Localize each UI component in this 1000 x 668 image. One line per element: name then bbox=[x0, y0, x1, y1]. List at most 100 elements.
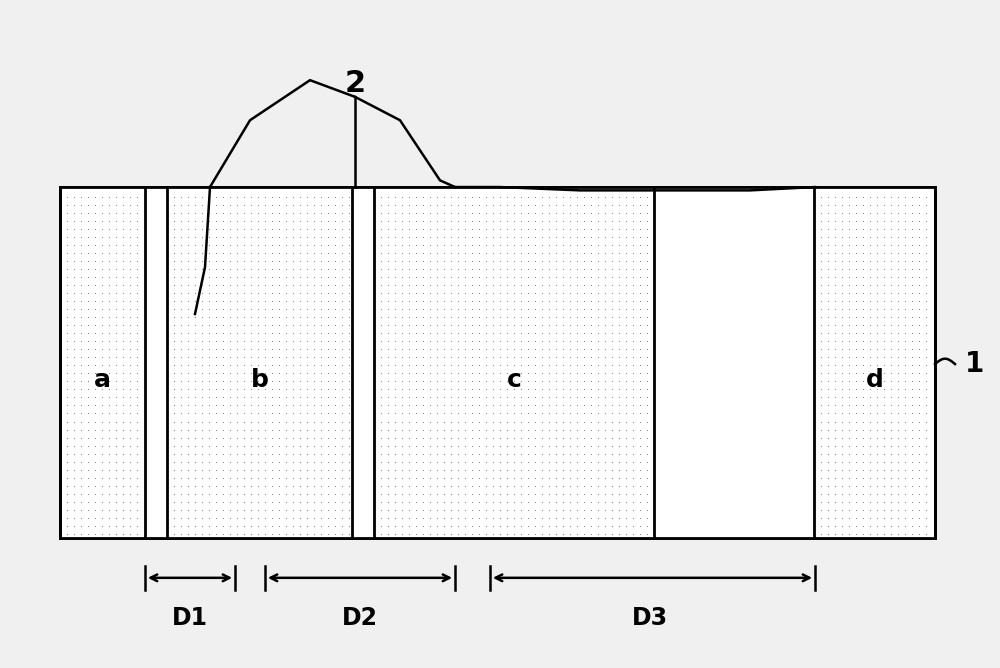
Point bbox=[443, 368, 459, 379]
Point bbox=[180, 248, 196, 259]
Point bbox=[876, 192, 892, 202]
Point bbox=[80, 248, 96, 259]
Point bbox=[313, 488, 329, 499]
Point bbox=[862, 464, 878, 475]
Point bbox=[299, 328, 315, 339]
Point bbox=[436, 312, 452, 323]
Point bbox=[604, 392, 620, 403]
Point bbox=[618, 448, 634, 459]
Point bbox=[313, 336, 329, 347]
Point bbox=[625, 296, 641, 307]
Point bbox=[604, 464, 620, 475]
Point bbox=[306, 368, 322, 379]
Point bbox=[285, 456, 301, 467]
Point bbox=[341, 336, 357, 347]
Point bbox=[876, 248, 892, 259]
Point bbox=[890, 360, 906, 371]
Point bbox=[478, 368, 494, 379]
Point bbox=[604, 528, 620, 539]
Point bbox=[639, 288, 655, 299]
Point bbox=[306, 224, 322, 234]
Point bbox=[380, 456, 396, 467]
Point bbox=[597, 208, 613, 218]
Point bbox=[229, 248, 245, 259]
Point bbox=[257, 520, 273, 531]
Point bbox=[506, 288, 522, 299]
Point bbox=[904, 424, 920, 435]
Point bbox=[285, 416, 301, 427]
Point bbox=[187, 456, 203, 467]
Point bbox=[243, 440, 259, 451]
Point bbox=[527, 272, 543, 283]
Point bbox=[450, 432, 466, 443]
Point bbox=[194, 520, 210, 531]
Point bbox=[485, 192, 501, 202]
Point bbox=[541, 336, 557, 347]
Point bbox=[862, 320, 878, 331]
Point bbox=[604, 312, 620, 323]
Point bbox=[180, 352, 196, 363]
Point bbox=[180, 400, 196, 411]
Point bbox=[506, 232, 522, 242]
Point bbox=[66, 264, 82, 275]
Point bbox=[201, 320, 217, 331]
Point bbox=[129, 400, 145, 411]
Point bbox=[299, 264, 315, 275]
Point bbox=[904, 472, 920, 483]
Point bbox=[59, 448, 75, 459]
Point bbox=[229, 344, 245, 355]
Point bbox=[820, 368, 836, 379]
Point bbox=[271, 496, 287, 507]
Point bbox=[478, 400, 494, 411]
Point bbox=[883, 472, 899, 483]
Point bbox=[548, 248, 564, 259]
Point bbox=[59, 496, 75, 507]
Point bbox=[80, 280, 96, 291]
Point bbox=[611, 408, 627, 419]
Point bbox=[222, 384, 238, 395]
Point bbox=[229, 328, 245, 339]
Point bbox=[257, 280, 273, 291]
Point bbox=[590, 392, 606, 403]
Point bbox=[101, 360, 117, 371]
Point bbox=[341, 288, 357, 299]
Point bbox=[187, 272, 203, 283]
Point bbox=[59, 456, 75, 467]
Point bbox=[115, 192, 131, 202]
Point bbox=[834, 192, 850, 202]
Point bbox=[883, 320, 899, 331]
Point bbox=[555, 328, 571, 339]
Point bbox=[387, 256, 403, 267]
Point bbox=[129, 272, 145, 283]
Point bbox=[408, 352, 424, 363]
Point bbox=[492, 520, 508, 531]
Point bbox=[408, 368, 424, 379]
Point bbox=[394, 408, 410, 419]
Point bbox=[897, 456, 913, 467]
Point bbox=[464, 512, 480, 523]
Point bbox=[485, 248, 501, 259]
Point bbox=[918, 368, 934, 379]
Point bbox=[387, 320, 403, 331]
Point bbox=[904, 432, 920, 443]
Point bbox=[485, 512, 501, 523]
Point bbox=[59, 376, 75, 387]
Point bbox=[122, 384, 138, 395]
Point bbox=[639, 392, 655, 403]
Point bbox=[492, 240, 508, 250]
Point bbox=[855, 456, 871, 467]
Point bbox=[222, 272, 238, 283]
Point bbox=[59, 200, 75, 210]
Point bbox=[101, 376, 117, 387]
Point bbox=[250, 368, 266, 379]
Point bbox=[478, 232, 494, 242]
Point bbox=[904, 216, 920, 226]
Point bbox=[59, 272, 75, 283]
Point bbox=[194, 240, 210, 250]
Point bbox=[380, 224, 396, 234]
Point bbox=[604, 304, 620, 315]
Point bbox=[583, 232, 599, 242]
Point bbox=[541, 304, 557, 315]
Point bbox=[485, 208, 501, 218]
Point bbox=[299, 416, 315, 427]
